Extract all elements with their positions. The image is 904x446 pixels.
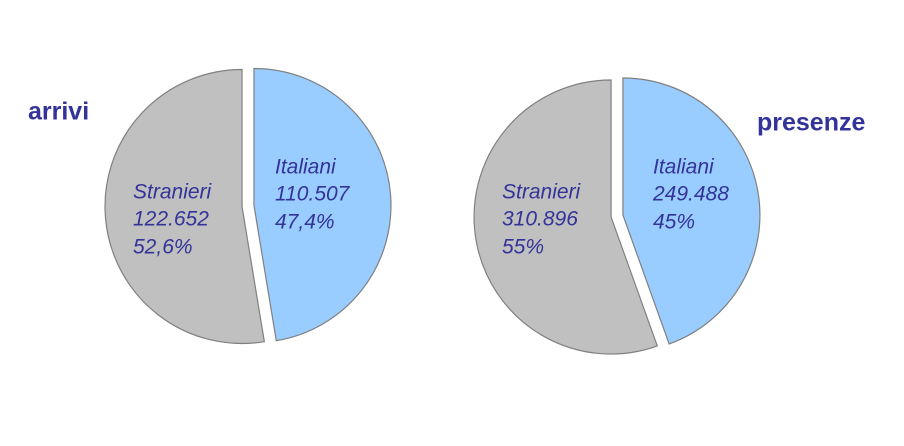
slice-value: 122.652 bbox=[133, 208, 209, 231]
slice-value: 310.896 bbox=[502, 208, 578, 231]
slice-category: Stranieri bbox=[133, 181, 213, 204]
slice-percent: 45% bbox=[653, 211, 695, 234]
pie-slice bbox=[253, 67, 392, 342]
slice-category: Italiani bbox=[275, 156, 337, 179]
pie-slice bbox=[104, 68, 266, 345]
pie-slice bbox=[473, 79, 659, 355]
slice-category: Stranieri bbox=[502, 181, 582, 204]
slice-value: 110.507 bbox=[275, 183, 351, 206]
slice-value: 249.488 bbox=[652, 183, 729, 206]
chart-title: presenze bbox=[757, 109, 865, 137]
slice-percent: 52,6% bbox=[133, 236, 193, 259]
slice-percent: 47,4% bbox=[275, 211, 335, 234]
chart-title: arrivi bbox=[28, 98, 89, 126]
slice-category: Italiani bbox=[653, 156, 715, 179]
slice-percent: 55% bbox=[502, 236, 544, 259]
pie-slice bbox=[622, 77, 761, 345]
